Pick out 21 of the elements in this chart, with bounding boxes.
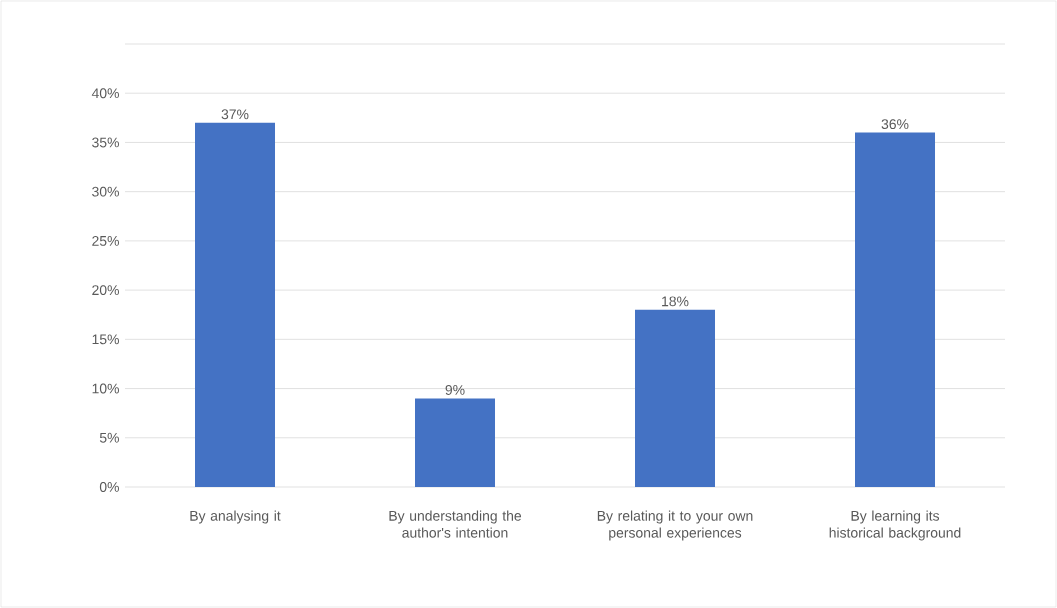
y-tick-label: 15% [92, 334, 119, 345]
y-tick-label: 5% [99, 432, 119, 443]
data-label: 37% [221, 109, 249, 120]
bar [415, 398, 495, 487]
x-tick-label: By relating it to your own personal experiences [597, 510, 753, 541]
y-tick-label: 35% [92, 137, 119, 148]
bar [635, 309, 715, 487]
data-label: 18% [662, 296, 689, 307]
y-tick-label: 40% [91, 88, 119, 99]
bar [195, 122, 275, 487]
x-tick-label: By learning its historical background [829, 510, 961, 541]
data-label: 9% [445, 384, 465, 395]
y-tick-label: 10% [92, 383, 119, 394]
y-tick-label: 25% [92, 235, 119, 246]
y-tick-label: 20% [92, 285, 119, 296]
y-tick-label: 0% [99, 482, 119, 492]
data-label: 36% [881, 119, 909, 130]
bar [855, 132, 936, 487]
x-tick-label: By analysing it [190, 510, 281, 524]
y-tick-label: 30% [92, 186, 119, 197]
x-tick-label: By understanding the author's intention [389, 510, 522, 538]
